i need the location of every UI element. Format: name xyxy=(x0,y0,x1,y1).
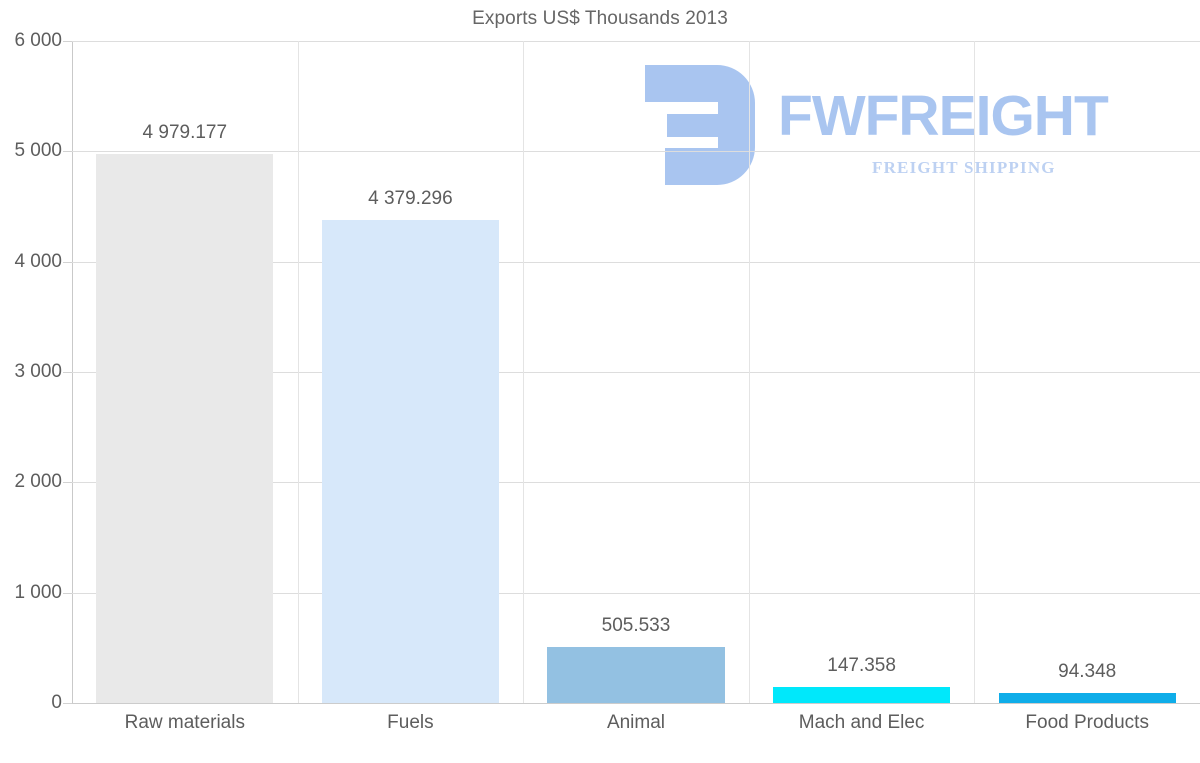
y-axis-tick-label: 0 xyxy=(51,692,62,713)
gridline-horizontal xyxy=(72,151,1200,152)
y-axis-tick-mark xyxy=(63,482,72,483)
y-axis-tick-mark xyxy=(63,41,72,42)
x-axis-tick-label: Fuels xyxy=(387,712,434,733)
chart-title: Exports US$ Thousands 2013 xyxy=(472,8,728,29)
gridline-vertical xyxy=(749,41,750,703)
y-axis-tick-mark xyxy=(63,372,72,373)
bar[interactable] xyxy=(321,219,499,703)
y-axis-tick-label: 6 000 xyxy=(14,30,62,51)
x-axis-tick-label: Mach and Elec xyxy=(798,712,925,733)
gridline-horizontal xyxy=(72,703,1200,704)
bar[interactable] xyxy=(998,692,1176,703)
bar[interactable] xyxy=(547,647,725,703)
bar[interactable] xyxy=(773,686,951,703)
x-axis-tick-label: Raw materials xyxy=(124,712,245,733)
y-axis-tick-label: 3 000 xyxy=(14,361,62,382)
bar-value-label: 147.358 xyxy=(827,654,896,676)
gridline-horizontal xyxy=(72,41,1200,42)
bar-value-label: 4 379.296 xyxy=(368,187,453,209)
y-axis-tick-mark xyxy=(63,593,72,594)
gridline-horizontal xyxy=(72,372,1200,373)
bar-value-label: 505.533 xyxy=(601,615,671,637)
y-axis-tick-label: 2 000 xyxy=(14,471,62,493)
y-axis-tick-mark xyxy=(63,703,72,704)
plot-area: 4 979.177 4 379.296 505.533 147.358 94.348 xyxy=(63,41,1200,704)
gridline-vertical xyxy=(974,41,975,703)
y-axis-tick-mark xyxy=(63,262,72,263)
x-axis-tick-label: Animal xyxy=(606,712,666,733)
bar-value-label: 4 979.177 xyxy=(142,121,228,143)
bar[interactable] xyxy=(96,153,274,703)
gridline-horizontal xyxy=(72,593,1200,594)
y-axis-tick-mark xyxy=(63,151,72,152)
gridline-vertical xyxy=(523,41,524,703)
gridline-horizontal xyxy=(72,262,1200,263)
y-axis-tick-label: 4 000 xyxy=(14,250,62,272)
y-axis-tick-label: 1 000 xyxy=(14,581,62,603)
y-axis-tick-label: 5 000 xyxy=(14,140,62,162)
bar-value-label: 94.348 xyxy=(1058,660,1117,682)
gridline-vertical xyxy=(298,41,299,703)
x-axis-tick-label: Food Products xyxy=(1025,712,1149,733)
gridline-horizontal xyxy=(72,482,1200,483)
